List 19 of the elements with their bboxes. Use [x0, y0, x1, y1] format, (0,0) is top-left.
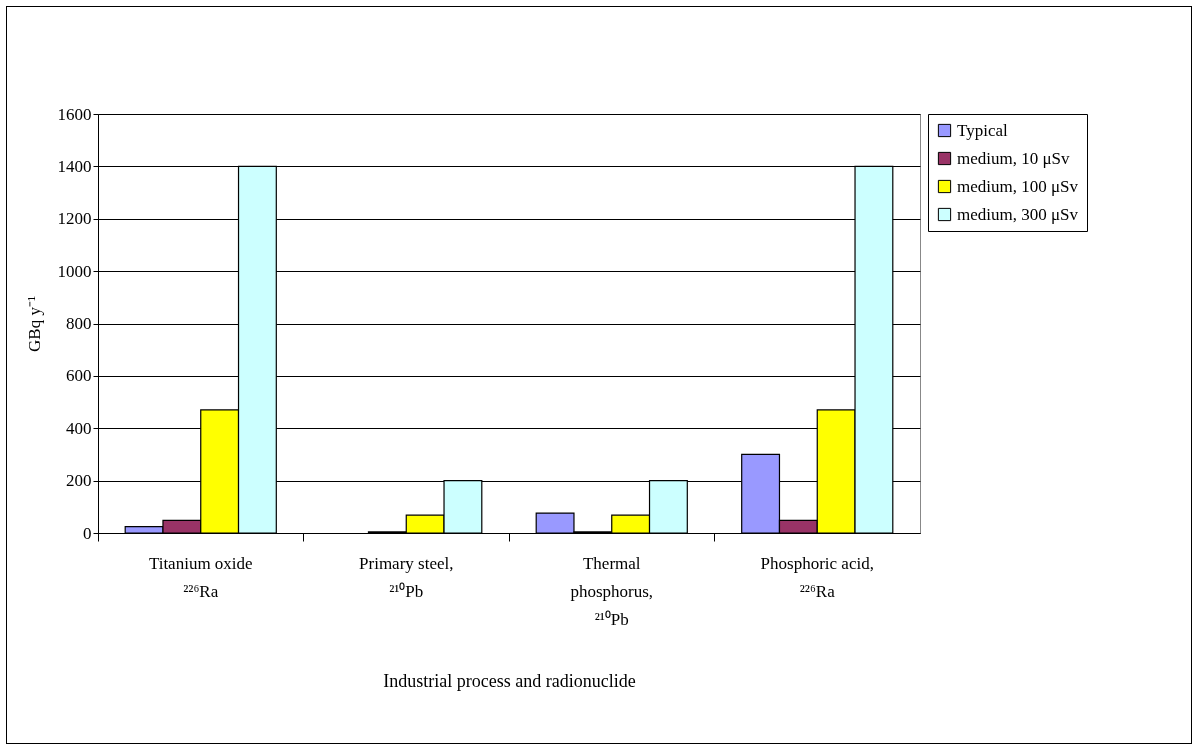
legend-label: Typical [957, 120, 1009, 140]
y-tick-label: 1000 [57, 261, 92, 281]
y-tick-label: 600 [66, 366, 92, 386]
x-tick-label: Phosphoric acid, ²²⁶Ra [760, 553, 874, 601]
legend-label: medium, 10 μSv [957, 148, 1071, 168]
y-tick-label: 1200 [57, 209, 92, 229]
y-tick-label: 800 [66, 314, 92, 333]
y-tick-label: 400 [66, 418, 92, 438]
legend-label: medium, 300 μSv [957, 204, 1079, 224]
x-tick-label: Titanium oxide ²²⁶Ra [148, 553, 253, 601]
legend-label: medium, 100 μSv [957, 176, 1079, 196]
y-tick-label: 1600 [57, 104, 92, 124]
x-tick-label: Primary steel, ²¹⁰Pb [359, 553, 454, 601]
y-tick-label: 1400 [57, 156, 92, 176]
y-tick-label: 200 [66, 471, 92, 491]
y-tick-label: 0 [83, 523, 92, 543]
y-axis-title: GBq y⁻¹ [24, 296, 44, 352]
x-axis-title: Industrial process and radionuclide [383, 670, 636, 691]
x-tick-label: Thermal phosphorus, ²¹⁰Pb [570, 553, 654, 629]
